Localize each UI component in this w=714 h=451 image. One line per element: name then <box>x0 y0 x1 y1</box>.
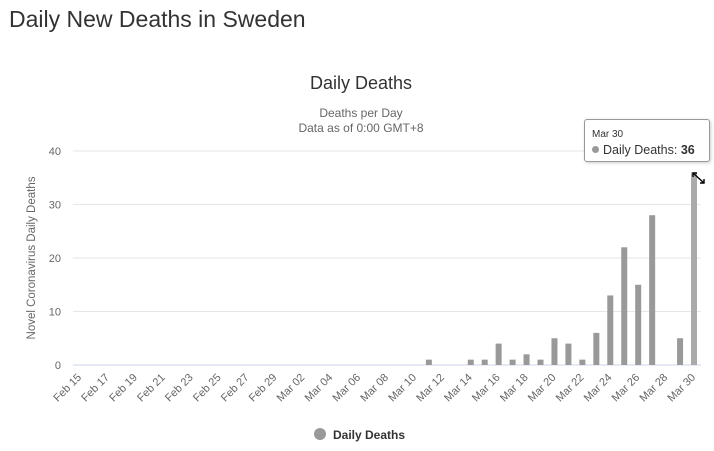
legend-symbol <box>314 428 326 440</box>
x-tick-label: Mar 24 <box>582 372 615 405</box>
x-tick-label: Feb 27 <box>219 372 252 405</box>
y-tick-label: 10 <box>49 307 61 319</box>
bar[interactable] <box>691 172 698 365</box>
bar[interactable] <box>551 338 558 365</box>
legend-label: Daily Deaths <box>333 428 405 442</box>
x-tick-label: Feb 29 <box>247 372 280 405</box>
x-tick-label: Mar 28 <box>638 372 671 405</box>
chart-subtitle-line-1: Deaths per Day <box>319 106 402 120</box>
tooltip-row: Daily Deaths: 36 <box>592 143 695 157</box>
tooltip: Mar 30 Daily Deaths: 36 <box>584 119 710 162</box>
bar[interactable] <box>593 332 600 365</box>
bar[interactable] <box>677 338 684 365</box>
chart-subtitle-line-2: Data as of 0:00 GMT+8 <box>298 121 423 135</box>
y-axis-title: Novel Coronavirus Daily Deaths <box>26 176 38 339</box>
bar[interactable] <box>509 359 516 365</box>
tooltip-series-dot <box>592 146 599 153</box>
tooltip-series-label: Daily Deaths: <box>603 143 678 157</box>
bar[interactable] <box>537 359 544 365</box>
bar[interactable] <box>565 343 572 365</box>
chart-legend[interactable]: Daily Deaths <box>314 428 405 442</box>
x-tick-label: Mar 04 <box>303 372 336 405</box>
y-tick-label: 30 <box>49 200 61 212</box>
bar[interactable] <box>523 354 530 365</box>
bar[interactable] <box>495 343 502 365</box>
x-tick-label: Mar 10 <box>386 372 419 405</box>
bar[interactable] <box>649 215 656 365</box>
bar[interactable] <box>481 359 488 365</box>
bar[interactable] <box>635 284 642 365</box>
x-tick-label: Feb 25 <box>191 372 224 405</box>
x-tick-label: Mar 06 <box>331 372 364 405</box>
resize-cursor-icon <box>692 172 705 184</box>
bar[interactable] <box>621 247 628 365</box>
x-tick-label: Mar 16 <box>470 372 503 405</box>
x-tick-label: Mar 14 <box>442 372 475 405</box>
x-tick-label: Feb 17 <box>79 372 112 405</box>
y-tick-label: 20 <box>49 253 61 265</box>
x-tick-label: Feb 15 <box>51 372 84 405</box>
bar[interactable] <box>425 359 432 365</box>
x-tick-label: Mar 20 <box>526 372 559 405</box>
bar[interactable] <box>579 359 586 365</box>
x-tick-label: Feb 23 <box>163 372 196 405</box>
y-tick-label: 40 <box>49 146 61 158</box>
bar[interactable] <box>607 295 614 365</box>
y-tick-label: 0 <box>55 360 61 372</box>
x-tick-label: Mar 22 <box>554 372 587 405</box>
x-tick-label: Mar 18 <box>498 372 531 405</box>
x-tick-label: Mar 30 <box>665 372 698 405</box>
chart-title: Daily Deaths <box>310 73 412 93</box>
x-tick-label: Mar 08 <box>358 372 391 405</box>
x-tick-label: Mar 12 <box>414 372 447 405</box>
x-tick-label: Feb 19 <box>107 372 140 405</box>
page-title: Daily New Deaths in Sweden <box>9 6 306 32</box>
x-tick-label: Mar 26 <box>610 372 643 405</box>
tooltip-date: Mar 30 <box>592 129 624 140</box>
x-tick-label: Mar 02 <box>275 372 308 405</box>
bar[interactable] <box>467 359 474 365</box>
tooltip-value: 36 <box>680 143 695 157</box>
x-tick-label: Feb 21 <box>135 372 168 405</box>
